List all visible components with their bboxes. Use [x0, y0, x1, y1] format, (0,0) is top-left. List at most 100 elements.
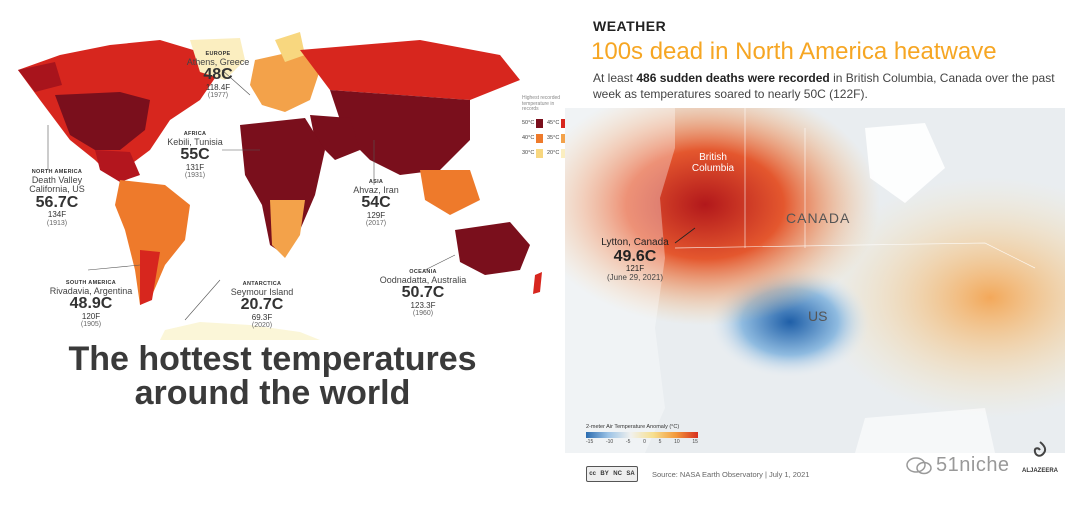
callout-temp-c: 48.9C [69, 295, 113, 313]
scale-bar [586, 432, 698, 438]
legend-swatch [536, 133, 543, 143]
border-line [674, 242, 1036, 269]
creative-commons-badge: cc BY NC SA [586, 466, 638, 482]
callout-region: AFRICA [183, 131, 207, 137]
cc-mark: BY [600, 471, 609, 477]
legend-label: 35°C [547, 134, 560, 141]
antarctica-land [160, 322, 320, 340]
north-america-anomaly-map [565, 108, 1065, 453]
lytton-date: (June 29, 2021) [606, 272, 664, 282]
wechat-icon [906, 456, 932, 474]
headline-line-2: around the world [134, 374, 411, 412]
callout-year: (1931) [184, 172, 206, 180]
pacific-coast [565, 108, 675, 453]
southern-africa-land [270, 200, 305, 258]
alaska-land [18, 62, 62, 92]
callout-asia: ASIA Ahvaz, Iran 54C 129F (2017) [338, 179, 414, 228]
legend-row: 30°C 20°C [522, 148, 572, 158]
article-footer: cc BY NC SA Source: NASA Earth Observato… [586, 466, 809, 482]
callout-temp-c: 50.7C [401, 284, 445, 302]
callout-temp-f: 134F [47, 210, 67, 220]
map-label-us: US [808, 308, 828, 324]
asia-land [330, 90, 470, 175]
callout-region: ASIA [368, 179, 384, 185]
callout-temp-c: 55C [180, 146, 210, 164]
scale-title: 2-meter Air Temperature Anomaly (°C) [586, 424, 680, 430]
legend-row: 40°C 35°C [522, 133, 572, 143]
world-heat-map [18, 32, 542, 340]
cc-mark: SA [626, 471, 635, 477]
scale-tick: 0 [643, 439, 646, 445]
wechat-watermark: 51niche [906, 454, 1010, 477]
south-america-land [115, 180, 190, 305]
legend-title: Highest recorded temperature in records [522, 95, 561, 112]
callout-year: (1913) [46, 219, 68, 227]
legend-swatch [561, 148, 568, 158]
scandinavia-land [275, 32, 305, 62]
aljazeera-logo: ALJAZEERA [1012, 440, 1068, 474]
callout-region: EUROPE [205, 51, 231, 57]
callout-year: (1905) [80, 321, 102, 329]
subtitle-pre: At least [593, 71, 637, 85]
map-label-british-columbia: British Columbia [691, 152, 735, 174]
callout-temp-f: 129F [366, 211, 386, 220]
section-kicker: WEATHER [593, 18, 667, 34]
callout-place: Oodnadatta, Australia [379, 274, 467, 285]
callout-south-america: SOUTH AMERICA Rivadavia, Argentina 48.9C… [36, 280, 146, 329]
subtitle-post: in British Columbia, Canada over the pas… [593, 71, 1055, 102]
scale-tick: -5 [625, 439, 631, 445]
legend-label: 20°C [547, 149, 560, 156]
scale-tick: 5 [658, 439, 662, 445]
southeast-asia-land [420, 170, 480, 215]
africa-land [240, 118, 325, 255]
anomaly-scale: 2-meter Air Temperature Anomaly (°C) -15… [586, 424, 706, 445]
lytton-pointer [674, 227, 696, 244]
legend-label: 50°C [522, 119, 535, 126]
greenland-land [190, 38, 245, 80]
callout-place: Rivadavia, Argentina [49, 285, 133, 296]
usa-land [55, 92, 150, 150]
scale-tick: -10 [605, 439, 614, 445]
callout-year: (1977) [207, 92, 229, 100]
legend-swatch [561, 133, 568, 143]
temperature-legend: Highest recorded temperature in records … [522, 95, 572, 158]
scale-tick: 10 [674, 439, 680, 445]
legend-swatch [536, 148, 543, 158]
callout-temp-c: 54C [361, 194, 391, 212]
callout-temp-f: 69.3F [251, 313, 273, 322]
callout-north-america: NORTH AMERICA Death Valley California, U… [14, 169, 100, 227]
callout-temp-c: 56.7C [35, 193, 79, 211]
callout-place: Kebili, Tunisia [167, 136, 223, 147]
lytton-place: Lytton, Canada [601, 237, 669, 248]
callout-place: Seymour Island [230, 286, 294, 297]
callout-region: SOUTH AMERICA [65, 280, 117, 286]
callout-africa: AFRICA Kebili, Tunisia 55C 131F (1931) [160, 131, 230, 180]
cc-mark: cc [589, 471, 596, 477]
callout-oceania: OCEANIA Oodnadatta, Australia 50.7C 123.… [365, 269, 481, 318]
middle-east-land [310, 115, 360, 160]
callout-place: Death Valley California, US [29, 174, 85, 195]
europe-land [250, 50, 320, 112]
lytton-temp-f: 121F [625, 264, 645, 274]
scale-ticks: -15 -10 -5 0 5 10 15 [586, 439, 698, 445]
cc-mark: NC [613, 471, 622, 477]
scale-tick: 15 [692, 439, 698, 445]
headline-line-1: The hottest temperatures [68, 340, 477, 378]
watermark-text: 51niche [936, 454, 1010, 476]
callout-region: NORTH AMERICA [31, 169, 83, 175]
callout-antarctica: ANTARCTICA Seymour Island 20.7C 69.3F (2… [212, 281, 312, 330]
aljazeera-wordmark: ALJAZEERA [1021, 468, 1058, 474]
callout-europe: EUROPE Athens, Greece 48C 118.4F (1977) [168, 51, 268, 100]
legend-row: 50°C 45°C [522, 118, 572, 128]
callout-place: Athens, Greece [186, 56, 250, 67]
callout-region: OCEANIA [409, 269, 437, 275]
map-hot-core [565, 108, 1065, 453]
australia-land [455, 222, 530, 275]
legend-swatch [561, 118, 568, 128]
callout-year: (2020) [251, 322, 273, 330]
gulf-of-mexico [855, 408, 995, 453]
russia-land [300, 40, 520, 100]
map-label-canada: CANADA [786, 210, 851, 226]
mexico-land [95, 150, 140, 182]
lytton-callout: Lytton, Canada 49.6C 121F (June 29, 2021… [592, 237, 678, 282]
